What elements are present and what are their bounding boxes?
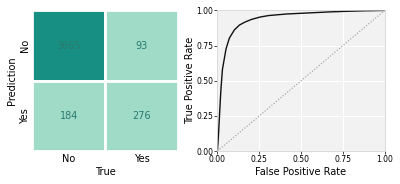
Text: 276: 276: [132, 111, 151, 121]
Bar: [105, 81, 178, 151]
Y-axis label: True Positive Rate: True Positive Rate: [185, 37, 195, 124]
Bar: [105, 10, 178, 81]
Text: 3665: 3665: [56, 41, 81, 51]
X-axis label: False Positive Rate: False Positive Rate: [256, 167, 346, 177]
Text: 184: 184: [60, 111, 78, 121]
Y-axis label: Prediction: Prediction: [7, 56, 17, 105]
Bar: [32, 81, 105, 151]
Bar: [32, 10, 105, 81]
X-axis label: True: True: [95, 167, 116, 177]
Text: 93: 93: [136, 41, 148, 51]
